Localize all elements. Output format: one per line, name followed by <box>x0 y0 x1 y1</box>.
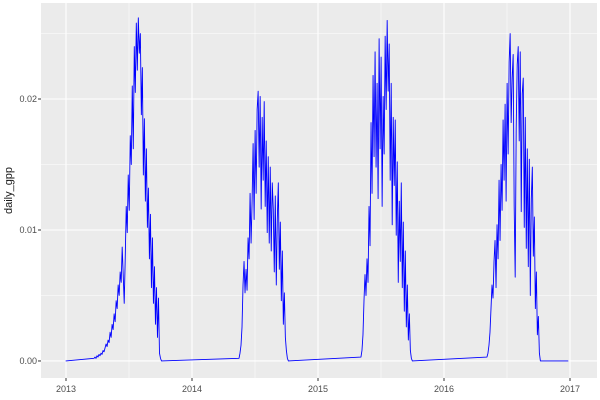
y-tick-label-0.02: 0.02 <box>19 94 37 104</box>
axis-tick-marks <box>38 98 571 381</box>
major-gridlines <box>41 3 597 378</box>
y-tick-label-0.00: 0.00 <box>19 356 37 366</box>
y-tick-label-0.01: 0.01 <box>19 225 37 235</box>
x-tick-label-2015: 2015 <box>308 384 328 394</box>
y-axis-title: daily_gpp <box>3 167 15 214</box>
gpp-line <box>65 17 569 362</box>
x-tick-label-2017: 2017 <box>560 384 580 394</box>
x-tick-label-2016: 2016 <box>434 384 454 394</box>
x-tick-label-2013: 2013 <box>56 384 76 394</box>
x-tick-label-2014: 2014 <box>182 384 202 394</box>
